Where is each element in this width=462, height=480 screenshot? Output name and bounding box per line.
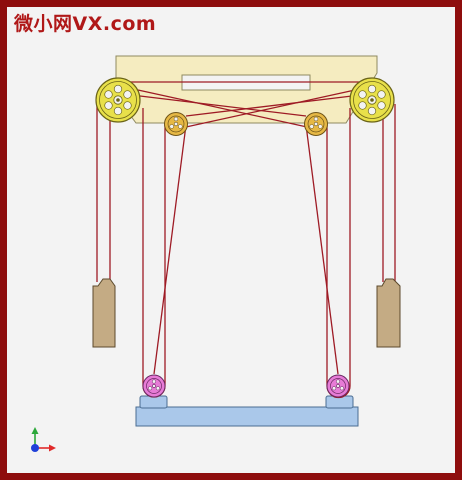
left-idler-pulley — [164, 112, 188, 136]
rope-right-long-diag — [305, 124, 339, 375]
watermark-logo: 微小网VX.com — [14, 12, 156, 36]
rope-left-long-diag — [153, 124, 187, 375]
right-counterweight — [376, 278, 401, 348]
left-drive-pulley — [95, 77, 141, 123]
rope-cross-3 — [139, 95, 307, 117]
rope-cross-2 — [185, 89, 356, 128]
rope-cross-4 — [185, 95, 353, 117]
rope-cross-1 — [137, 89, 308, 128]
base-plate — [135, 406, 359, 427]
right-idler-pulley — [304, 112, 328, 136]
rope-system — [96, 81, 396, 399]
left-bearing-block — [139, 395, 168, 409]
watermark-cn: 微小网 — [14, 13, 73, 35]
watermark-en: VX.com — [72, 13, 157, 35]
right-drive-pulley — [349, 77, 395, 123]
xyz-axis-triad-icon — [31, 427, 56, 452]
left-counterweight — [92, 278, 116, 348]
right-bottom-pulley — [326, 374, 350, 398]
left-bottom-pulley — [142, 374, 166, 398]
